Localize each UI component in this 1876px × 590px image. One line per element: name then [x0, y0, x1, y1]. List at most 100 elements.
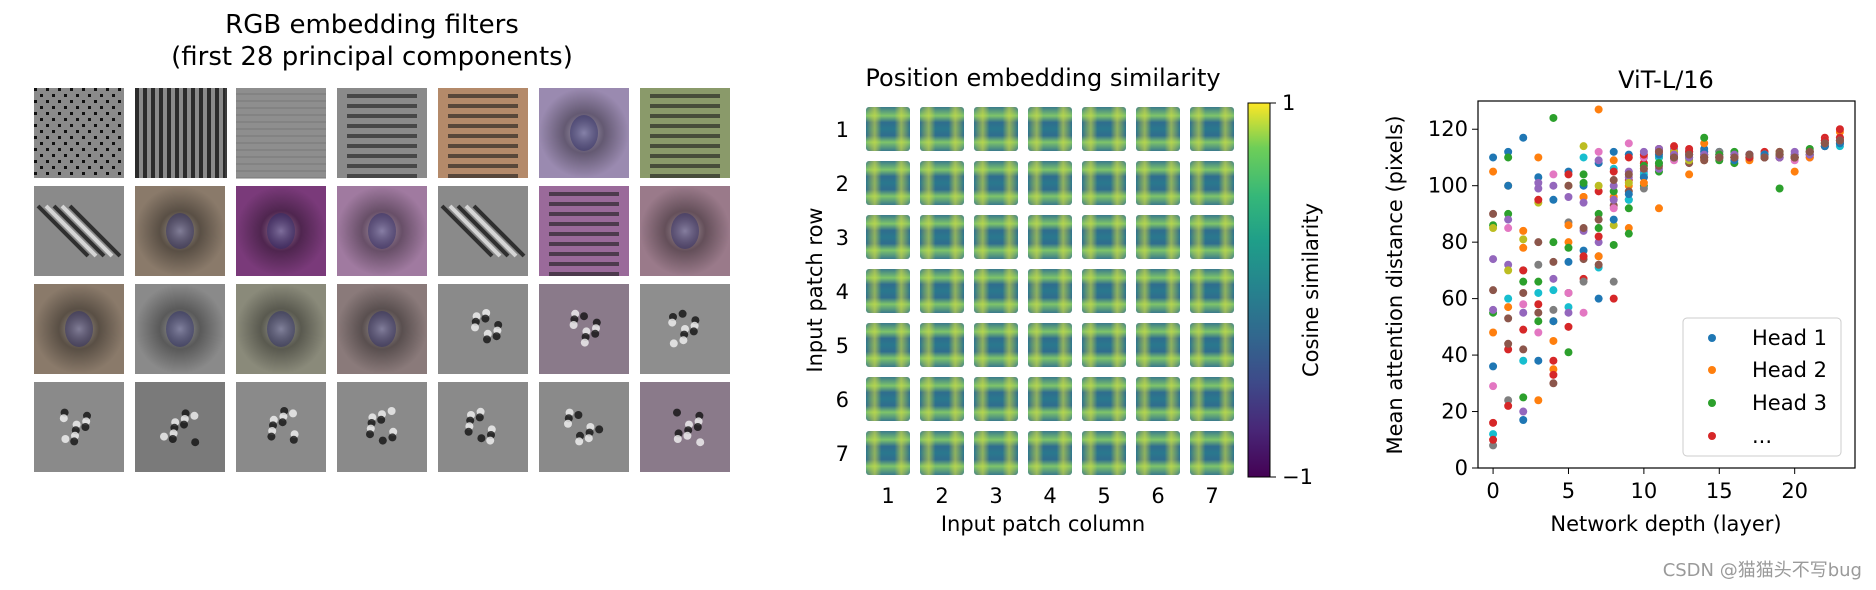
- similarity-tile: [1136, 431, 1180, 475]
- scatter-point: [1609, 167, 1618, 176]
- scatter-point: [1594, 294, 1603, 303]
- similarity-tile: [866, 107, 910, 151]
- heatmap-row-label: 7: [836, 442, 849, 466]
- scatter-point: [1594, 209, 1603, 218]
- scatter-point: [1639, 173, 1648, 182]
- scatter-point: [1639, 178, 1648, 187]
- similarity-tile: [1082, 431, 1126, 475]
- filter-tile: [640, 186, 730, 276]
- y-tick-label: 20: [1441, 400, 1468, 424]
- heatmap-col-label: 5: [1097, 484, 1110, 508]
- similarity-tile: [866, 431, 910, 475]
- similarity-tile: [1190, 377, 1234, 421]
- scatter-point: [1594, 260, 1603, 269]
- scatter-point: [1549, 305, 1558, 314]
- y-tick-label: 40: [1441, 343, 1468, 367]
- scatter-x-ticks: 0 5 10 15 20: [1486, 468, 1808, 503]
- scatter-point: [1564, 322, 1573, 331]
- similarity-tile: [974, 215, 1018, 259]
- scatter-point: [1579, 224, 1588, 233]
- similarity-tile: [974, 107, 1018, 151]
- scatter-point: [1549, 286, 1558, 295]
- filter-tile: [438, 284, 528, 374]
- scatter-point: [1609, 147, 1618, 156]
- x-tick-label: 5: [1562, 479, 1575, 503]
- filter-tile: [236, 382, 326, 472]
- legend-marker-head-2: [1708, 366, 1716, 374]
- similarity-tile: [1190, 269, 1234, 313]
- filter-tile: [539, 186, 629, 276]
- scatter-point: [1685, 170, 1694, 179]
- scatter-point: [1564, 348, 1573, 357]
- scatter-point: [1504, 209, 1513, 218]
- scatter-point: [1594, 224, 1603, 233]
- scatter-point: [1700, 133, 1709, 142]
- similarity-tile: [1190, 431, 1234, 475]
- scatter-point: [1549, 238, 1558, 247]
- similarity-tile: [1136, 107, 1180, 151]
- scatter-point: [1730, 153, 1739, 162]
- scatter-point: [1489, 167, 1498, 176]
- attention-distance-panel: ViT-L/16 0 20 40 60 80 100 120 0 5 10 15 20 Networ…: [1383, 66, 1856, 536]
- heatmap-row-label: 2: [836, 172, 849, 196]
- scatter-point: [1534, 328, 1543, 337]
- scatter-point: [1489, 286, 1498, 295]
- scatter-point: [1519, 235, 1528, 244]
- scatter-point: [1624, 170, 1633, 179]
- scatter-point: [1489, 224, 1498, 233]
- scatter-point: [1820, 139, 1829, 148]
- scatter-point: [1519, 133, 1528, 142]
- scatter-point: [1564, 221, 1573, 230]
- scatter-point: [1609, 156, 1618, 165]
- heatmap-col-tick-labels: 1 2 3 4 5 6 7: [881, 484, 1218, 508]
- scatter-y-ticks: 0 20 40 60 80 100 120: [1428, 117, 1478, 480]
- filter-tile: [236, 88, 326, 179]
- similarity-tile: [1082, 215, 1126, 259]
- watermark: CSDN @猫猫头不写bug: [1663, 560, 1862, 581]
- scatter-point: [1624, 190, 1633, 199]
- filter-tile: [539, 382, 629, 472]
- scatter-point: [1564, 303, 1573, 312]
- x-tick-label: 15: [1706, 479, 1733, 503]
- scatter-point: [1579, 142, 1588, 151]
- scatter-point: [1579, 308, 1588, 317]
- scatter-point: [1760, 153, 1769, 162]
- scatter-point: [1594, 215, 1603, 224]
- similarity-tile: [920, 215, 964, 259]
- scatter-point: [1564, 308, 1573, 317]
- scatter-point: [1549, 370, 1558, 379]
- scatter-point: [1594, 147, 1603, 156]
- similarity-tile: [1082, 323, 1126, 367]
- similarity-tile: [1028, 431, 1072, 475]
- scatter-point: [1609, 215, 1618, 224]
- scatter-point: [1534, 153, 1543, 162]
- similarity-tile: [920, 431, 964, 475]
- scatter-point: [1654, 204, 1663, 213]
- heatmap-row-label: 1: [836, 118, 849, 142]
- heatmap-ylabel: Input patch row: [803, 207, 827, 372]
- similarity-tile: [866, 215, 910, 259]
- scatter-point: [1504, 314, 1513, 323]
- similarity-tile: [1136, 161, 1180, 205]
- scatter-point: [1564, 170, 1573, 179]
- similarity-tile: [1136, 323, 1180, 367]
- scatter-point: [1549, 336, 1558, 345]
- similarity-tile: [866, 269, 910, 313]
- scatter-point: [1564, 243, 1573, 252]
- filter-tile: [135, 284, 225, 374]
- scatter-point: [1549, 317, 1558, 326]
- filter-tile: [337, 382, 427, 472]
- heatmap-title: Position embedding similarity: [865, 64, 1220, 92]
- scatter-point: [1549, 257, 1558, 266]
- scatter-point: [1504, 339, 1513, 348]
- scatter-point: [1519, 266, 1528, 275]
- similarity-tile: [920, 269, 964, 313]
- rgb-filters-title-line2: (first 28 principal components): [171, 42, 573, 72]
- scatter-point: [1594, 238, 1603, 247]
- similarity-tile: [974, 431, 1018, 475]
- scatter-point: [1609, 176, 1618, 185]
- filter-tile: [337, 284, 427, 374]
- scatter-point: [1670, 142, 1679, 151]
- position-similarity-panel: Position embedding similarity 1 2 3 4 5 6 7 1 2…: [803, 64, 1323, 536]
